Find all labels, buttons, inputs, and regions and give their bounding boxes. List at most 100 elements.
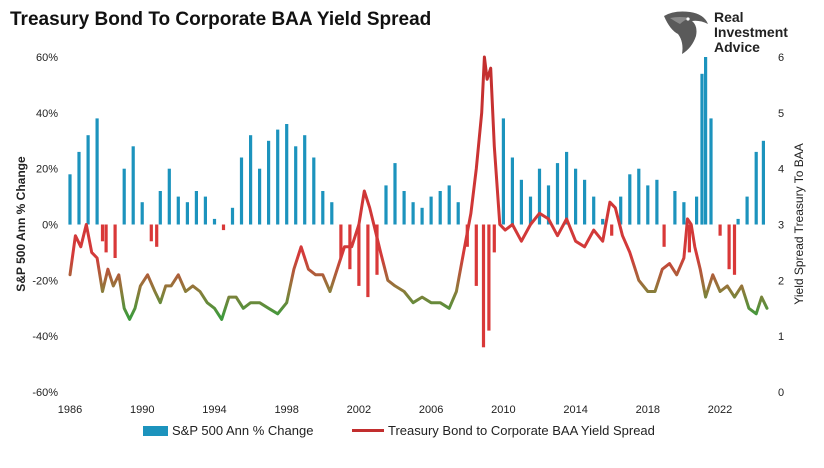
bar	[339, 224, 343, 258]
bar	[330, 202, 334, 225]
bar	[610, 224, 614, 236]
bar	[537, 168, 542, 225]
bar	[402, 191, 406, 225]
y-left-tick-label: 60%	[36, 52, 58, 64]
bar	[158, 191, 162, 225]
bar	[95, 118, 99, 225]
bar	[68, 174, 72, 225]
eagle-head-icon	[664, 11, 708, 54]
axes: 1986 1990 1994 1998 2002 2006 2010 2014 2018 2022…	[14, 52, 806, 416]
x-tick-label: 1994	[202, 404, 226, 416]
x-tick-label: 2014	[563, 404, 587, 416]
bar	[149, 224, 153, 242]
bar	[601, 218, 605, 225]
bar	[574, 168, 578, 225]
bar	[348, 224, 352, 270]
bar	[492, 224, 496, 253]
y-right-axis-label: Yield Spread Treasury To BAA	[792, 143, 806, 304]
x-tick-label: 1986	[58, 404, 82, 416]
bar	[546, 185, 551, 225]
legend-label: S&P 500 Ann % Change	[172, 423, 314, 438]
bar	[465, 224, 469, 247]
logo-text: Real Investment Advice	[714, 10, 788, 55]
bar	[732, 224, 737, 275]
bar	[695, 196, 699, 225]
bar	[619, 196, 623, 225]
bar	[501, 118, 505, 225]
bar	[700, 73, 704, 225]
y-left-tick-label: 20%	[36, 164, 58, 176]
bar	[637, 168, 641, 225]
bar	[285, 124, 289, 225]
bar	[221, 224, 226, 231]
legend-item-spread: Treasury Bond to Corporate BAA Yield Spr…	[352, 423, 655, 438]
bar	[447, 185, 451, 225]
bar	[86, 135, 90, 225]
bar	[528, 196, 533, 225]
legend-swatch-line	[352, 429, 384, 432]
bar	[77, 151, 81, 225]
legend-label: Treasury Bond to Corporate BAA Yield Spr…	[388, 423, 655, 438]
bar	[592, 196, 596, 225]
bar	[294, 146, 298, 225]
bar	[312, 157, 316, 225]
bar	[393, 163, 397, 225]
bar	[167, 168, 171, 225]
bar	[519, 179, 523, 225]
bar	[727, 224, 731, 270]
bar	[709, 118, 713, 225]
bar	[194, 191, 198, 225]
y-right-tick-label: 4	[778, 164, 784, 176]
bar	[487, 224, 491, 331]
bar	[131, 146, 135, 225]
y-right-tick-label: 5	[778, 108, 784, 120]
x-tick-label: 1998	[274, 404, 298, 416]
bar	[357, 224, 361, 286]
bar	[113, 224, 117, 258]
x-tick-label: 2022	[708, 404, 732, 416]
bar	[583, 179, 587, 225]
bar	[267, 140, 271, 225]
bar	[104, 224, 108, 253]
bar	[122, 168, 126, 225]
bar	[176, 196, 180, 225]
bar	[628, 174, 632, 225]
bar	[646, 185, 650, 225]
bar	[366, 224, 370, 298]
bar	[258, 168, 262, 225]
y-left-tick-label: 0%	[42, 220, 58, 232]
y-left-tick-label: -20%	[32, 275, 58, 287]
legend-swatch-bar	[143, 425, 168, 436]
x-tick-label: 2010	[491, 404, 515, 416]
bar	[155, 224, 159, 247]
bar	[384, 185, 388, 225]
bar	[230, 207, 235, 225]
bar	[456, 202, 460, 225]
bar	[718, 224, 722, 236]
bar	[420, 207, 424, 225]
y-right-tick-label: 1	[778, 331, 784, 343]
logo-line: Investment	[714, 24, 788, 40]
y-left-tick-label: -60%	[32, 387, 58, 399]
bar	[140, 202, 144, 225]
x-tick-label: 2002	[347, 404, 371, 416]
bar	[411, 202, 415, 225]
bar-series	[68, 57, 765, 348]
logo: Real Investment Advice	[660, 8, 820, 56]
bar	[321, 191, 325, 225]
y-right-tick-label: 3	[778, 220, 784, 232]
bar	[429, 196, 433, 225]
bar	[276, 129, 280, 225]
bar	[662, 224, 666, 247]
bar	[687, 224, 691, 253]
bar	[185, 202, 189, 225]
y-right-tick-label: 0	[778, 387, 784, 399]
chart-title: Treasury Bond To Corporate BAA Yield Spr…	[10, 9, 432, 30]
bar	[203, 196, 207, 225]
legend: S&P 500 Ann % Change Treasury Bond to Co…	[0, 423, 824, 441]
bar	[510, 157, 514, 225]
bar	[761, 140, 765, 225]
bar	[100, 224, 105, 242]
x-tick-label: 2018	[636, 404, 660, 416]
